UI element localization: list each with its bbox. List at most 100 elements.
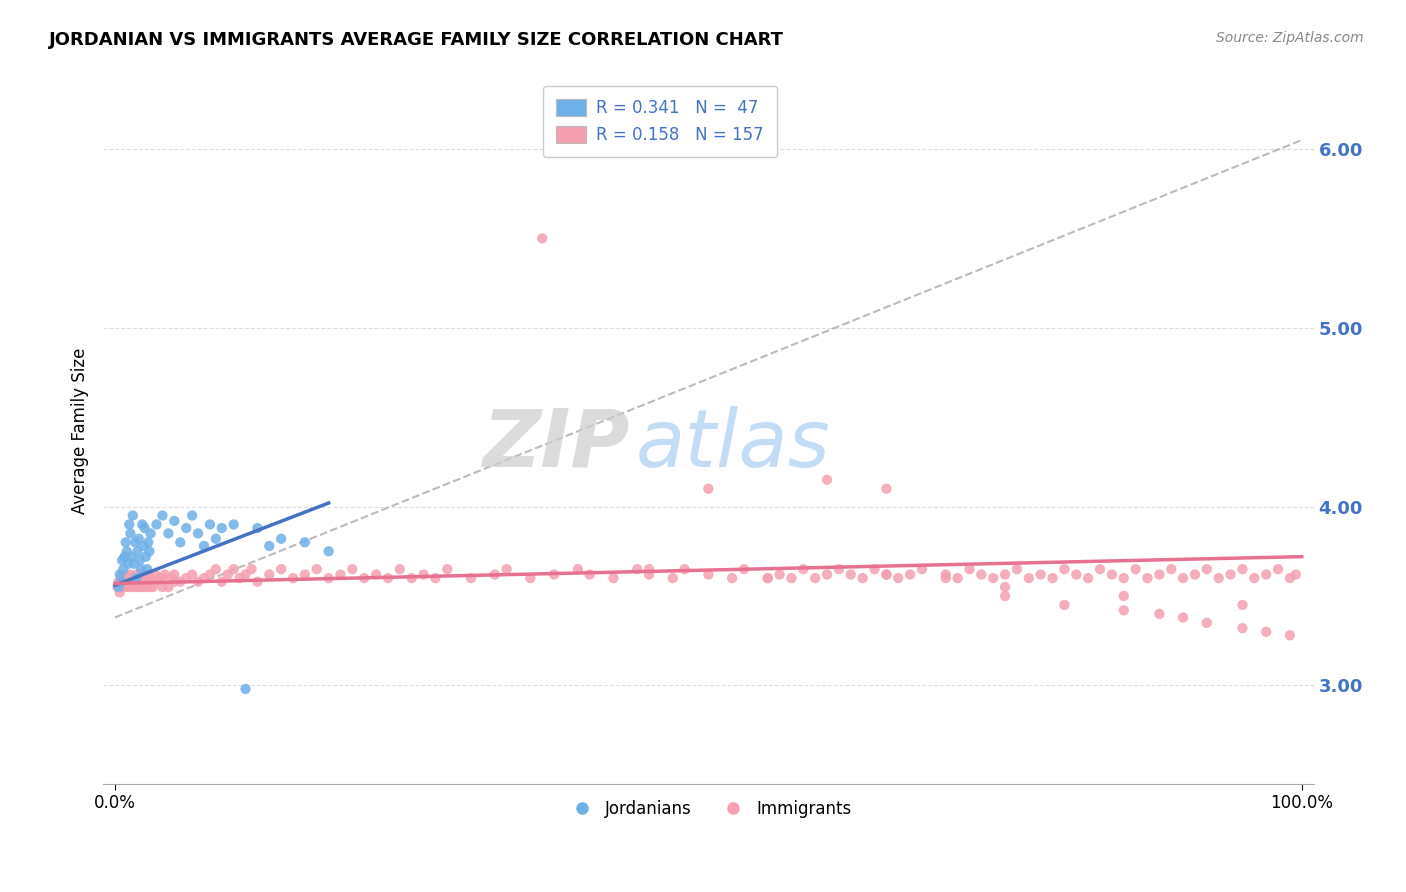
Point <box>1077 571 1099 585</box>
Point <box>1195 615 1218 630</box>
Point <box>1278 628 1301 642</box>
Point <box>128 532 150 546</box>
Point <box>270 532 292 546</box>
Point <box>1136 571 1159 585</box>
Point <box>240 562 263 576</box>
Point <box>898 567 921 582</box>
Point <box>981 571 1004 585</box>
Point <box>122 557 145 571</box>
Point <box>935 571 957 585</box>
Point <box>235 681 257 696</box>
Point <box>1184 567 1206 582</box>
Point <box>484 567 506 582</box>
Point <box>121 571 143 585</box>
Point <box>1171 571 1194 585</box>
Point <box>697 482 720 496</box>
Point <box>124 580 146 594</box>
Point <box>1171 610 1194 624</box>
Point <box>578 567 600 582</box>
Point <box>828 562 851 576</box>
Point <box>970 567 993 582</box>
Point <box>756 571 779 585</box>
Point <box>887 571 910 585</box>
Point <box>1088 562 1111 576</box>
Point <box>1053 598 1076 612</box>
Point <box>118 580 141 594</box>
Point <box>792 562 814 576</box>
Point <box>401 571 423 585</box>
Point <box>136 580 159 594</box>
Point <box>121 574 143 589</box>
Point <box>115 574 138 589</box>
Point <box>946 571 969 585</box>
Point <box>105 580 128 594</box>
Point <box>127 544 149 558</box>
Point <box>222 517 245 532</box>
Point <box>1256 624 1278 639</box>
Point <box>1112 589 1135 603</box>
Point <box>768 567 790 582</box>
Point <box>198 517 221 532</box>
Point <box>187 574 209 589</box>
Point <box>364 567 387 582</box>
Point <box>875 567 897 582</box>
Point <box>193 539 215 553</box>
Point <box>112 574 135 589</box>
Point <box>852 571 875 585</box>
Point <box>117 557 139 571</box>
Point <box>124 535 146 549</box>
Point <box>1278 571 1301 585</box>
Y-axis label: Average Family Size: Average Family Size <box>72 347 89 514</box>
Point <box>519 571 541 585</box>
Point <box>131 517 153 532</box>
Point <box>152 508 174 523</box>
Legend: Jordanians, Immigrants: Jordanians, Immigrants <box>558 794 859 825</box>
Text: ZIP: ZIP <box>482 406 630 483</box>
Point <box>1005 562 1028 576</box>
Point <box>697 567 720 582</box>
Point <box>1219 567 1241 582</box>
Point <box>318 544 340 558</box>
Text: atlas: atlas <box>636 406 831 483</box>
Point <box>673 562 696 576</box>
Point <box>136 562 159 576</box>
Point <box>756 571 779 585</box>
Point <box>294 567 316 582</box>
Point <box>353 571 375 585</box>
Point <box>138 574 160 589</box>
Point <box>1042 571 1064 585</box>
Point <box>495 562 517 576</box>
Point <box>110 574 132 589</box>
Point <box>259 567 281 582</box>
Point <box>567 562 589 576</box>
Point <box>721 571 744 585</box>
Point <box>187 526 209 541</box>
Point <box>246 574 269 589</box>
Point <box>111 553 134 567</box>
Point <box>163 567 186 582</box>
Point <box>118 517 141 532</box>
Point <box>863 562 886 576</box>
Point <box>235 567 257 582</box>
Point <box>125 567 148 582</box>
Point <box>662 571 685 585</box>
Point <box>114 549 136 564</box>
Point <box>198 567 221 582</box>
Point <box>1149 567 1171 582</box>
Point <box>107 580 129 594</box>
Point <box>531 231 554 245</box>
Point <box>994 567 1017 582</box>
Point <box>318 571 340 585</box>
Text: JORDANIAN VS IMMIGRANTS AVERAGE FAMILY SIZE CORRELATION CHART: JORDANIAN VS IMMIGRANTS AVERAGE FAMILY S… <box>49 31 785 49</box>
Point <box>733 562 755 576</box>
Point <box>1256 567 1278 582</box>
Point <box>875 482 897 496</box>
Point <box>153 567 176 582</box>
Point <box>228 571 250 585</box>
Point <box>935 567 957 582</box>
Point <box>136 535 159 549</box>
Point <box>121 549 143 564</box>
Point <box>246 521 269 535</box>
Point <box>169 535 191 549</box>
Text: Source: ZipAtlas.com: Source: ZipAtlas.com <box>1216 31 1364 45</box>
